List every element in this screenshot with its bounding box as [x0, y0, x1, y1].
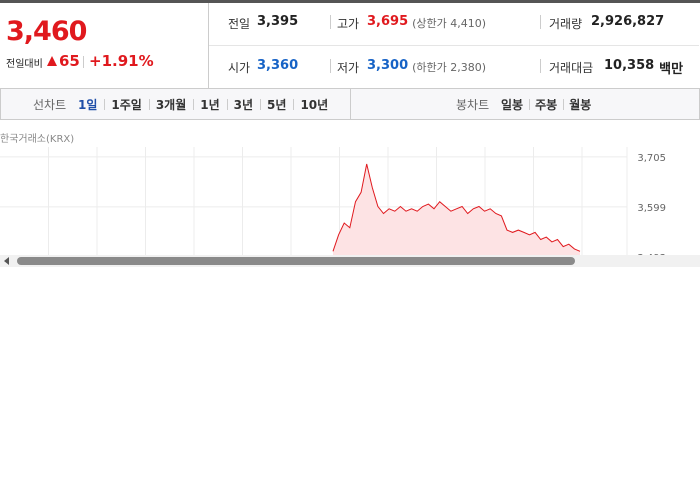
- y-tick-label: 3,599: [637, 203, 666, 214]
- change-label: 전일대비: [6, 59, 43, 70]
- y-tick-label: 3,493: [637, 253, 666, 255]
- stat-unit: 백만: [659, 62, 684, 77]
- up-arrow: [47, 56, 57, 66]
- range-tab[interactable]: 1년: [200, 98, 220, 112]
- candle-tab[interactable]: 월봉: [569, 98, 592, 112]
- chart: 3,705 3,599 3,493: [0, 147, 666, 255]
- change: 65: [59, 52, 80, 70]
- stat-label: 고가: [337, 17, 360, 31]
- row-divider: [209, 45, 699, 46]
- line-chart-label: 선차트: [33, 98, 67, 112]
- range-tab[interactable]: 5년: [267, 98, 287, 112]
- stat-label: 전일: [228, 17, 251, 31]
- scrollbar: [0, 255, 700, 267]
- candle-chart-label: 봉차트: [456, 98, 490, 112]
- range-tab[interactable]: 3개월: [155, 98, 187, 112]
- stat-value: 3,360: [257, 58, 299, 73]
- current-price: 3,460: [6, 16, 87, 47]
- change-rate: +1.91%: [89, 52, 154, 70]
- stat-note: (상한가 4,410): [412, 17, 487, 30]
- stat-label: 저가: [337, 61, 360, 75]
- price-line: [332, 163, 581, 252]
- candle-tab[interactable]: 주봉: [535, 98, 558, 112]
- stat-note: (하한가 2,380): [412, 61, 487, 74]
- stat-value: 2,926,827: [591, 14, 665, 29]
- stat-value: 10,358: [604, 58, 655, 73]
- stat-label: 거래량: [549, 17, 583, 31]
- chart-viewport: 3,705 3,599 3,493: [0, 147, 700, 255]
- stat-label: 거래대금: [549, 61, 594, 75]
- range-tab[interactable]: 1주일: [111, 98, 142, 112]
- candle-tab[interactable]: 일봉: [501, 98, 524, 112]
- stat-value: 3,395: [257, 14, 299, 29]
- y-tick-label: 3,705: [637, 153, 666, 164]
- range-tab[interactable]: 10년: [300, 98, 329, 112]
- stat-value: 3,300: [367, 58, 409, 73]
- top-border: [0, 0, 700, 3]
- stats-panel: [208, 3, 700, 88]
- range-tab[interactable]: 3년: [233, 98, 254, 112]
- scroll-thumb[interactable]: [17, 257, 575, 265]
- source: 한국거래소(KRX): [0, 134, 75, 145]
- price-area: [333, 164, 580, 255]
- stat-label: 시가: [228, 61, 251, 75]
- stat-value: 3,695: [367, 14, 409, 29]
- range-tab[interactable]: 1일: [78, 98, 98, 112]
